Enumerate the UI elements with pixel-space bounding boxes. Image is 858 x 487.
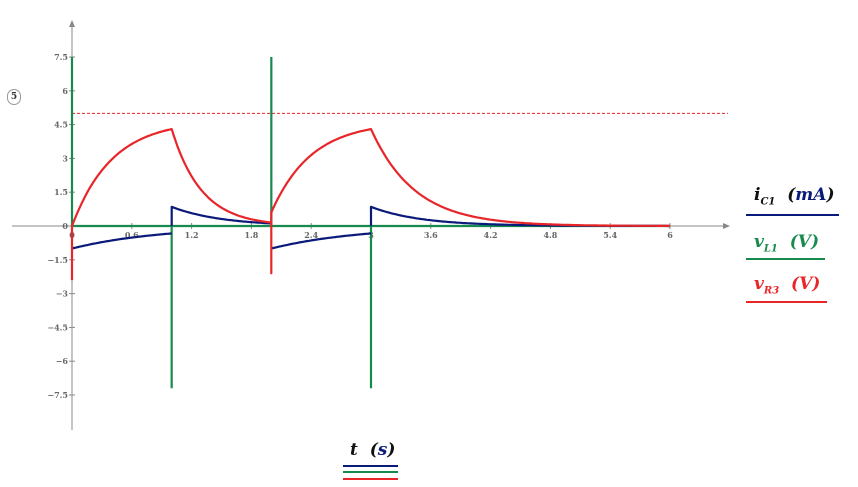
x-tick-label: 0.6 <box>125 230 139 240</box>
y-tick-label: 1.5 <box>54 187 68 197</box>
x-tick-label: 2.4 <box>304 230 318 240</box>
y-tick-label: −6 <box>56 356 69 366</box>
legend-vl1-var: vL1 <box>754 232 778 255</box>
legend-ic1: iC1 (mA) <box>754 185 835 207</box>
x-legend-line-green <box>343 471 398 473</box>
series-vr3-cycle1 <box>70 128 272 281</box>
y-tick-label: −7.5 <box>47 390 68 400</box>
y-tick-label: −3 <box>56 289 69 299</box>
legend-vr3-var: vR3 <box>754 274 780 297</box>
legend-vr3-line <box>746 301 827 303</box>
x-legend-line-blue <box>343 465 398 467</box>
y-tick-label: 4.5 <box>54 120 68 130</box>
x-tick-label: 3.6 <box>424 230 438 240</box>
x-tick-label: 5.4 <box>603 230 617 240</box>
y-axis-arrow <box>69 20 75 27</box>
x-axis-label: t (s) <box>350 440 396 460</box>
series-ic1-segment <box>71 232 172 250</box>
legend-vr3: vR3 (V) <box>754 274 820 296</box>
x-axis-arrow <box>723 223 730 229</box>
y-tick-label: −1.5 <box>47 255 68 265</box>
x-tick-label: 1.2 <box>185 230 199 240</box>
x-tick-label: 6 <box>667 230 673 240</box>
x-axis-var: t <box>350 440 358 460</box>
x-axis-unit: s <box>377 440 388 460</box>
legend-vl1: vL1 (V) <box>754 232 819 254</box>
y-tick-label: 6 <box>62 86 68 96</box>
y-tick-label: 7.5 <box>54 52 68 62</box>
threshold-marker: 5 <box>7 89 21 105</box>
y-tick-label: 3 <box>62 153 68 163</box>
legend-ic1-unit: (mA) <box>787 185 835 205</box>
x-legend-line-red <box>343 478 398 480</box>
legend-vr3-unit: (V) <box>791 274 821 294</box>
series-ic1-segment <box>170 205 272 226</box>
y-tick-label: −4.5 <box>47 322 68 332</box>
series-vr3-cycle2 <box>270 128 670 275</box>
x-tick-label: 4.8 <box>543 230 557 240</box>
series-ic1-segment <box>271 232 372 250</box>
legend-ic1-var: iC1 <box>754 185 776 208</box>
legend-vl1-line <box>746 258 825 260</box>
x-tick-label: 4.2 <box>484 230 498 240</box>
x-tick-label: 1.8 <box>244 230 258 240</box>
y-tick-label: 0 <box>62 221 68 231</box>
legend-vl1-unit: (V) <box>789 232 820 252</box>
legend-ic1-line <box>746 214 839 216</box>
